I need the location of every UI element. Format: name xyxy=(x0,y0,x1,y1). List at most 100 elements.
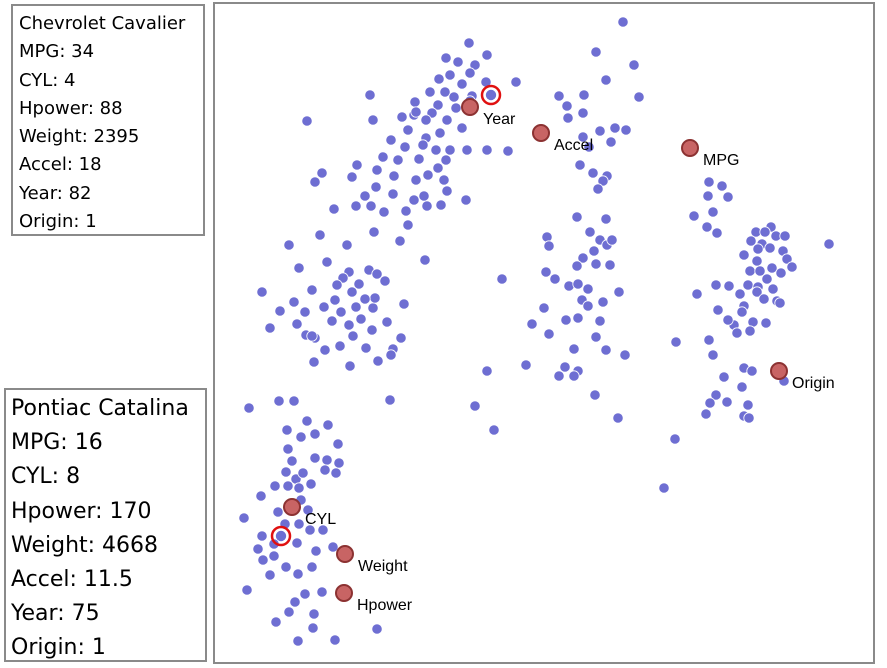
data-point[interactable] xyxy=(441,114,453,126)
data-point[interactable] xyxy=(346,171,358,183)
data-point[interactable] xyxy=(307,622,319,634)
data-point[interactable] xyxy=(308,356,320,368)
data-point[interactable] xyxy=(496,273,508,285)
data-point[interactable] xyxy=(456,78,468,90)
data-point[interactable] xyxy=(746,365,758,377)
data-point[interactable] xyxy=(282,443,294,455)
data-point[interactable] xyxy=(270,616,282,628)
data-point[interactable] xyxy=(347,330,359,342)
data-point[interactable] xyxy=(368,226,380,238)
data-point[interactable] xyxy=(288,296,300,308)
data-point[interactable] xyxy=(563,280,575,292)
data-point[interactable] xyxy=(582,283,594,295)
data-point[interactable] xyxy=(583,141,595,153)
data-point[interactable] xyxy=(256,286,268,298)
data-point[interactable] xyxy=(310,545,322,557)
data-point[interactable] xyxy=(241,584,253,596)
data-point[interactable] xyxy=(439,86,451,98)
data-point[interactable] xyxy=(613,286,625,298)
data-point[interactable] xyxy=(385,134,397,146)
highlighted-data-point[interactable] xyxy=(275,530,287,542)
data-point[interactable] xyxy=(238,512,250,524)
data-point[interactable] xyxy=(281,424,293,436)
data-point[interactable] xyxy=(410,106,422,118)
data-point[interactable] xyxy=(329,634,341,646)
data-point[interactable] xyxy=(400,205,412,217)
data-point[interactable] xyxy=(744,265,756,277)
data-point[interactable] xyxy=(295,431,307,443)
data-point[interactable] xyxy=(460,194,472,206)
data-point[interactable] xyxy=(577,252,589,264)
data-point[interactable] xyxy=(592,183,604,195)
data-point[interactable] xyxy=(335,306,347,318)
data-point[interactable] xyxy=(432,162,444,174)
data-point[interactable] xyxy=(620,124,632,136)
data-point[interactable] xyxy=(722,191,734,203)
data-point[interactable] xyxy=(243,402,255,414)
data-point[interactable] xyxy=(321,256,333,268)
data-point[interactable] xyxy=(597,175,609,187)
data-point[interactable] xyxy=(441,185,453,197)
data-point[interactable] xyxy=(582,300,594,312)
data-point[interactable] xyxy=(712,304,724,316)
data-point[interactable] xyxy=(293,262,305,274)
data-point[interactable] xyxy=(669,433,681,445)
data-point[interactable] xyxy=(408,194,420,206)
data-point[interactable] xyxy=(688,210,700,222)
data-point[interactable] xyxy=(432,99,444,111)
data-point[interactable] xyxy=(420,114,432,126)
data-point[interactable] xyxy=(561,100,573,112)
data-point[interactable] xyxy=(760,317,772,329)
data-point[interactable] xyxy=(761,273,773,285)
data-point[interactable] xyxy=(590,46,602,58)
data-point[interactable] xyxy=(604,259,616,271)
data-point[interactable] xyxy=(738,249,750,261)
data-point[interactable] xyxy=(562,112,574,124)
data-point[interactable] xyxy=(701,221,713,233)
data-point[interactable] xyxy=(759,226,771,238)
data-point[interactable] xyxy=(410,174,422,186)
data-point[interactable] xyxy=(469,59,481,71)
data-point[interactable] xyxy=(707,206,719,218)
data-point[interactable] xyxy=(578,89,590,101)
data-point[interactable] xyxy=(326,315,338,327)
data-point[interactable] xyxy=(387,188,399,200)
data-point[interactable] xyxy=(344,360,356,372)
anchor-origin[interactable]: Origin xyxy=(770,362,835,392)
data-point[interactable] xyxy=(435,199,447,211)
data-point[interactable] xyxy=(766,262,778,274)
data-point[interactable] xyxy=(360,342,372,354)
data-point[interactable] xyxy=(394,235,406,247)
data-point[interactable] xyxy=(590,331,602,343)
data-point[interactable] xyxy=(317,524,329,536)
data-point[interactable] xyxy=(549,273,561,285)
data-point[interactable] xyxy=(402,124,414,136)
data-point[interactable] xyxy=(553,90,565,102)
anchor-accel[interactable]: Accel xyxy=(532,124,593,154)
data-point[interactable] xyxy=(364,89,376,101)
data-point[interactable] xyxy=(359,190,371,202)
data-point[interactable] xyxy=(619,349,631,361)
data-point[interactable] xyxy=(424,86,436,98)
data-point[interactable] xyxy=(306,330,318,342)
data-point[interactable] xyxy=(355,313,367,325)
data-point[interactable] xyxy=(722,314,734,326)
data-point[interactable] xyxy=(731,327,743,339)
data-point[interactable] xyxy=(617,16,629,28)
data-point[interactable] xyxy=(343,319,355,331)
data-point[interactable] xyxy=(577,107,589,119)
data-point[interactable] xyxy=(264,569,276,581)
data-point[interactable] xyxy=(464,67,476,79)
data-point[interactable] xyxy=(264,322,276,334)
anchor-weight[interactable]: Weight xyxy=(336,545,408,575)
data-point[interactable] xyxy=(359,293,371,305)
data-point[interactable] xyxy=(332,438,344,450)
data-point[interactable] xyxy=(716,180,728,192)
data-point[interactable] xyxy=(371,268,383,280)
data-point[interactable] xyxy=(305,478,317,490)
data-point[interactable] xyxy=(395,332,407,344)
data-point[interactable] xyxy=(670,336,682,348)
data-point[interactable] xyxy=(316,167,328,179)
data-point[interactable] xyxy=(288,395,300,407)
data-point[interactable] xyxy=(372,355,384,367)
